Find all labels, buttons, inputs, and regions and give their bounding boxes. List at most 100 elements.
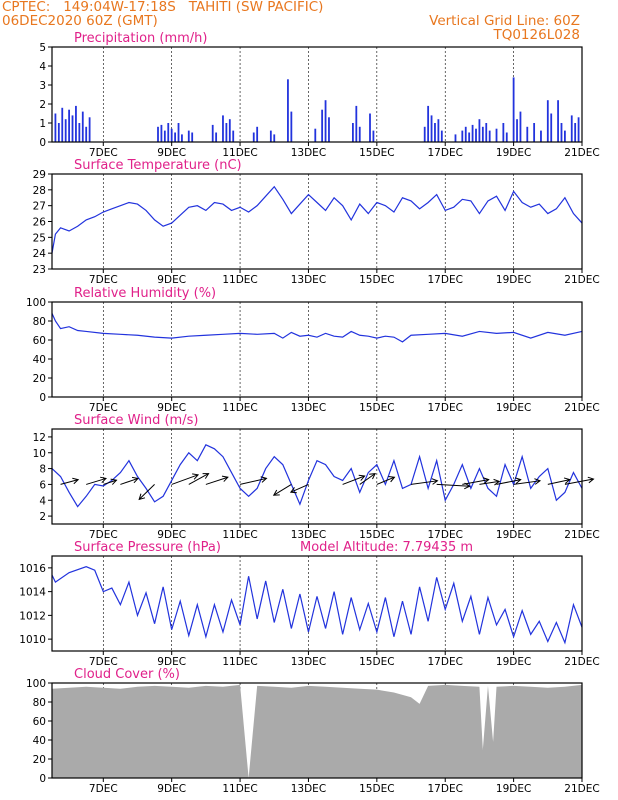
panel-precipitation-mm-h: Precipitation (mm/h) 0 1 2 3 4 5 7DEC 9DEC 11DEC 1… — [39, 31, 599, 159]
wind-arrow — [564, 476, 595, 485]
wind-arrow — [342, 474, 366, 485]
x-tick-label: 15DEC — [359, 529, 394, 541]
precip-bar — [550, 113, 553, 142]
y-tick-label: 1014 — [19, 587, 46, 599]
panel-cloud-cover: Cloud Cover (%) 0 20 40 60 80 100 7DEC 9DEC 11DEC… — [26, 667, 600, 795]
precip-bar — [287, 79, 289, 142]
x-tick-label: 7DEC — [89, 274, 118, 286]
x-tick-label: 11DEC — [222, 147, 257, 159]
y-tick-label: 40 — [33, 354, 46, 366]
wind-arrow — [272, 483, 292, 496]
x-tick-label: 13DEC — [291, 656, 326, 668]
x-tick-label: 19DEC — [496, 147, 531, 159]
wind-arrow — [205, 475, 229, 485]
panel-frame — [51, 555, 583, 652]
wind-arrow — [138, 484, 155, 501]
precip-bar — [160, 124, 163, 142]
wind-arrow — [359, 473, 376, 485]
wind-arrow — [188, 473, 210, 485]
precip-bar — [314, 128, 317, 142]
header-grid-note: Vertical Grid Line: 60Z — [429, 13, 580, 29]
x-tick-label: 21DEC — [564, 274, 599, 286]
precip-bar — [471, 124, 474, 142]
precip-bar — [157, 126, 159, 142]
y-tick-label: 60 — [33, 716, 46, 728]
y-tick-label: 80 — [33, 697, 46, 709]
precip-bar — [68, 109, 70, 142]
x-tick-label: 9DEC — [157, 274, 186, 286]
header-model-id: TQ0126L028 — [493, 27, 580, 43]
y-tick-label: 23 — [33, 264, 46, 276]
wind-arrow — [376, 476, 396, 485]
panel-title: Cloud Cover (%) — [74, 667, 180, 682]
precip-bar — [75, 105, 77, 142]
y-tick-label: 20 — [33, 754, 46, 766]
precip-bar — [434, 123, 436, 142]
panel-subtitle: Model Altitude: 7.79435 m — [300, 540, 473, 555]
precip-bar — [423, 126, 426, 142]
cloud-area — [52, 684, 582, 778]
precip-bar — [427, 105, 430, 142]
y-tick-label: 3 — [39, 80, 46, 92]
x-tick-label: 7DEC — [89, 402, 118, 414]
y-tick-label: 6 — [39, 479, 46, 491]
wind-arrow — [479, 478, 501, 486]
panel-surface-pressure-hpa: Surface Pressure (hPa) Model Altitude: 7.… — [19, 540, 599, 668]
x-tick-label: 19DEC — [496, 402, 531, 414]
x-tick-label: 21DEC — [564, 147, 599, 159]
x-tick-label: 11DEC — [222, 529, 257, 541]
panel-relative-humidity: Relative Humidity (%) 0 20 40 60 80 100 7DEC 9DE… — [26, 286, 600, 414]
x-tick-label: 17DEC — [428, 402, 463, 414]
wind-arrow — [171, 473, 200, 485]
x-tick-label: 17DEC — [428, 147, 463, 159]
panel-title: Surface Temperature (nC) — [74, 158, 242, 173]
y-tick-label: 1012 — [19, 610, 46, 622]
x-tick-label: 15DEC — [359, 274, 394, 286]
precip-bar — [570, 115, 573, 142]
precip-bar — [215, 132, 218, 142]
precip-bar — [81, 111, 84, 142]
x-tick-label: 21DEC — [564, 402, 599, 414]
wind-arrow — [289, 483, 309, 494]
y-tick-label: 26 — [33, 217, 47, 229]
precip-bar — [187, 130, 190, 142]
y-tick-label: 10 — [33, 448, 46, 460]
y-tick-label: 40 — [33, 735, 46, 747]
y-tick-label: 20 — [33, 373, 46, 385]
precip-bar — [273, 134, 276, 142]
precip-bar — [177, 123, 180, 142]
y-tick-label: 60 — [33, 335, 46, 347]
precip-bar — [181, 134, 183, 142]
wind-arrow — [462, 477, 490, 485]
x-tick-label: 13DEC — [291, 783, 326, 795]
precip-bar — [174, 132, 176, 142]
y-tick-label: 28 — [33, 185, 46, 197]
precip-bar — [167, 123, 170, 142]
y-tick-label: 27 — [33, 201, 46, 213]
precip-bar — [372, 130, 375, 142]
precip-bar — [256, 126, 259, 142]
y-tick-label: 5 — [39, 42, 46, 54]
x-tick-label: 11DEC — [222, 656, 257, 668]
y-tick-label: 8 — [39, 464, 46, 476]
precip-bar — [211, 124, 214, 142]
precip-bar — [228, 119, 231, 142]
y-tick-label: 0 — [39, 137, 46, 149]
precip-bar — [512, 77, 515, 142]
x-tick-label: 13DEC — [291, 147, 326, 159]
x-tick-label: 19DEC — [496, 274, 531, 286]
precip-bar — [577, 117, 580, 142]
wind-arrow — [239, 476, 268, 485]
x-tick-label: 17DEC — [428, 783, 463, 795]
precip-bar — [560, 123, 563, 142]
precip-bar — [546, 100, 549, 142]
precip-bar — [191, 132, 194, 142]
precip-bar — [163, 130, 166, 142]
precip-bar — [290, 111, 293, 142]
x-tick-label: 15DEC — [359, 656, 394, 668]
panel-surface-wind-m-s: Surface Wind (m/s) 2 4 6 8 10 12 7DEC 9DEC 11DEC 1… — [33, 413, 600, 541]
x-tick-label: 9DEC — [157, 656, 186, 668]
precip-bar — [355, 105, 358, 142]
y-tick-label: 0 — [39, 773, 46, 785]
y-tick-label: 2 — [39, 99, 46, 111]
